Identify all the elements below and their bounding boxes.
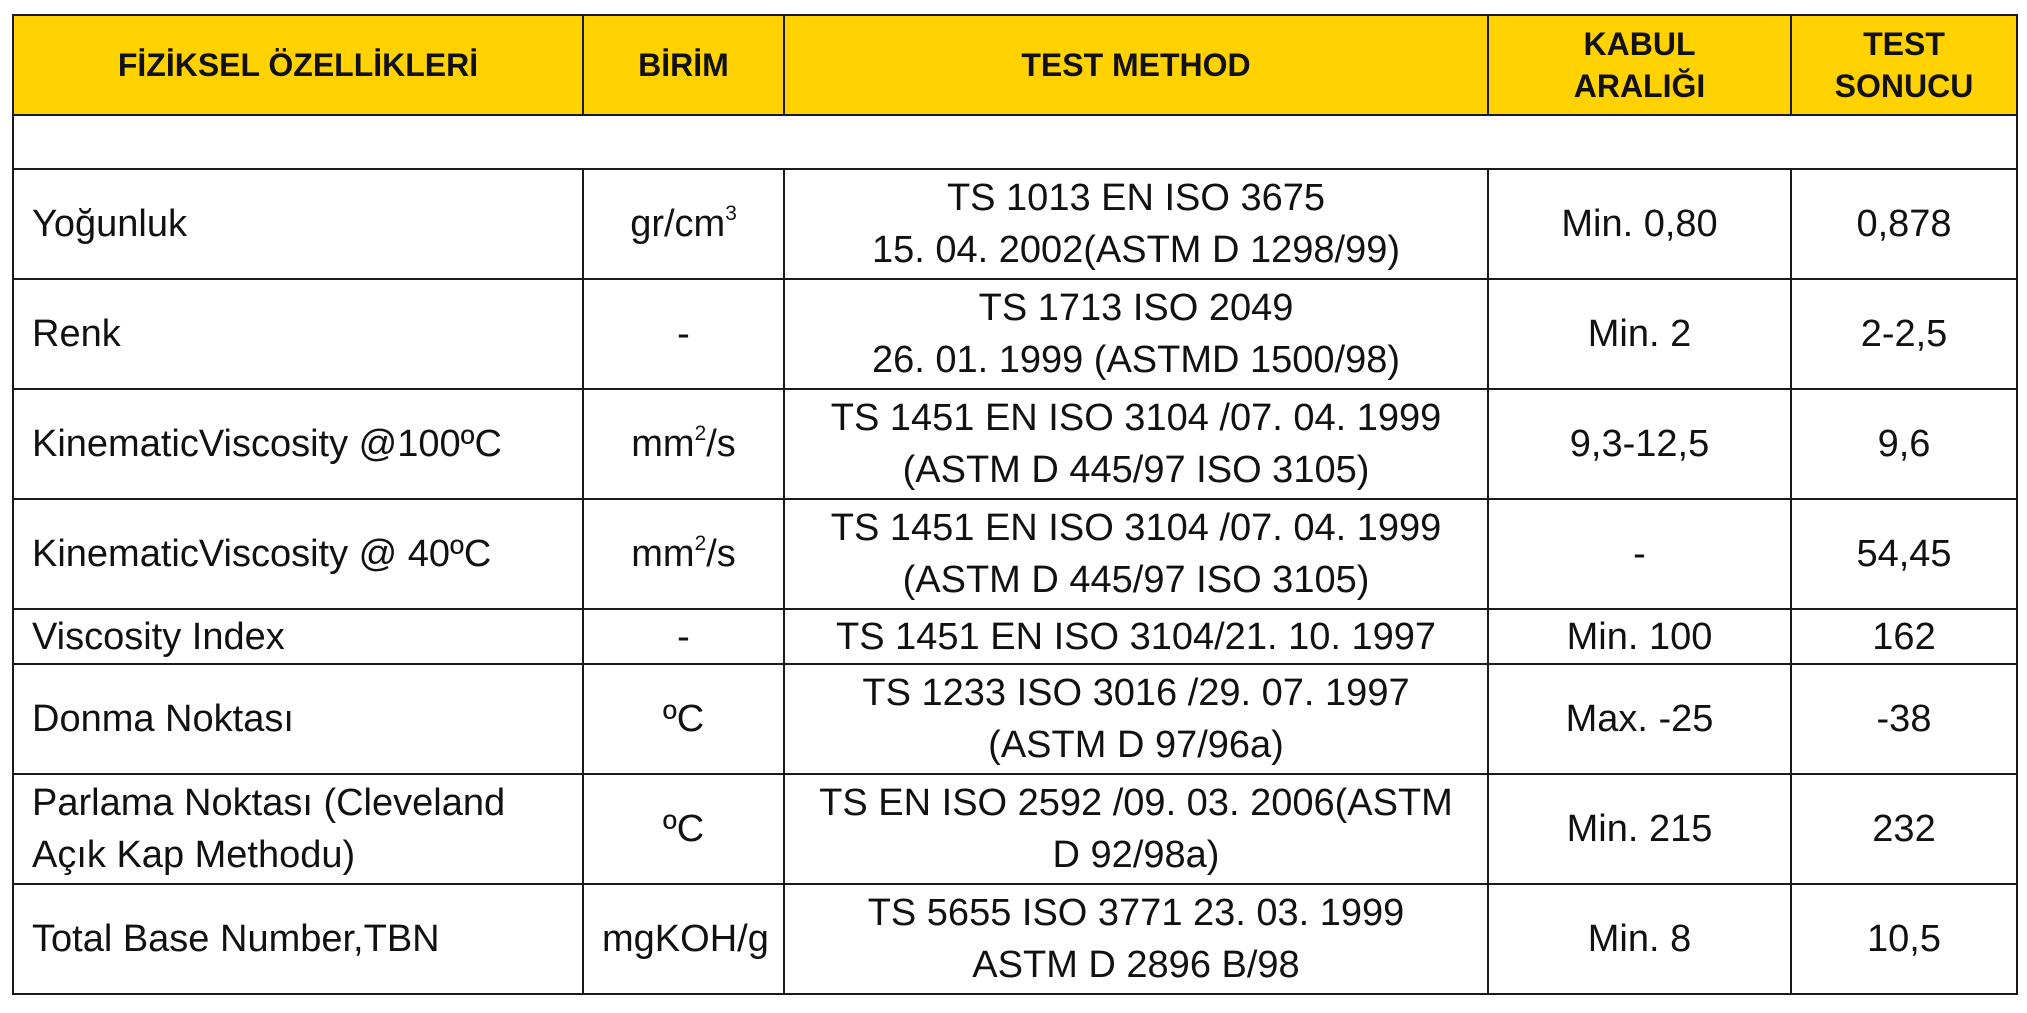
spacer-cell xyxy=(12,114,2018,170)
unit-cell: ºC xyxy=(582,773,785,885)
unit-base: gr/cm xyxy=(630,203,726,245)
method-line2: ASTM D 2896 B/98 xyxy=(972,944,1300,986)
result-cell: 232 xyxy=(1790,773,2018,885)
unit-cell: ºC xyxy=(582,663,785,775)
table-row: Parlama Noktası (Cleveland Açık Kap Meth… xyxy=(12,773,2018,885)
header-range: KABUL ARALIĞI xyxy=(1487,14,1792,116)
method-cell: TS 1233 ISO 3016 /29. 07. 1997 (ASTM D 9… xyxy=(783,663,1489,775)
method-cell: TS EN ISO 2592 /09. 03. 2006(ASTM D 92/9… xyxy=(783,773,1489,885)
method-cell: TS 1013 EN ISO 3675 15. 04. 2002(ASTM D … xyxy=(783,168,1489,280)
method-line2: 15. 04. 2002(ASTM D 1298/99) xyxy=(871,229,1401,271)
method-cell: TS 1451 EN ISO 3104 /07. 04. 1999 (ASTM … xyxy=(783,388,1489,500)
header-result-line1: TEST xyxy=(1863,26,1945,62)
table-row: Viscosity Index - TS 1451 EN ISO 3104/21… xyxy=(12,608,2018,665)
result-cell: 10,5 xyxy=(1790,883,2018,995)
method-line2: (ASTM D 97/96a) xyxy=(988,724,1284,766)
result-cell: 162 xyxy=(1790,608,2018,665)
unit-superscript: 2 xyxy=(694,532,707,556)
property-cell: KinematicViscosity @ 40ºC xyxy=(12,498,584,610)
unit-cell: mm2/s xyxy=(582,498,785,610)
method-cell: TS 1713 ISO 2049 26. 01. 1999 (ASTMD 150… xyxy=(783,278,1489,390)
unit-cell: mm2/s xyxy=(582,388,785,500)
method-line2: D 92/98a) xyxy=(1052,834,1220,876)
result-cell: 2-2,5 xyxy=(1790,278,2018,390)
header-row: FİZİKSEL ÖZELLİKLERİ BİRİM TEST METHOD K… xyxy=(12,14,2018,116)
method-line1: TS 1013 EN ISO 3675 xyxy=(946,177,1326,219)
range-cell: Min. 2 xyxy=(1487,278,1792,390)
range-cell: Min. 100 xyxy=(1487,608,1792,665)
unit-cell: gr/cm3 xyxy=(582,168,785,280)
header-range-line2: ARALIĞI xyxy=(1573,68,1706,104)
unit-base: mm xyxy=(631,533,695,575)
property-cell: Viscosity Index xyxy=(12,608,584,665)
specification-table: FİZİKSEL ÖZELLİKLERİ BİRİM TEST METHOD K… xyxy=(12,14,2018,995)
result-cell: 9,6 xyxy=(1790,388,2018,500)
unit-cell: - xyxy=(582,278,785,390)
header-property: FİZİKSEL ÖZELLİKLERİ xyxy=(12,14,584,116)
header-result-line2: SONUCU xyxy=(1834,68,1974,104)
range-cell: 9,3-12,5 xyxy=(1487,388,1792,500)
table-row: Donma Noktası ºC TS 1233 ISO 3016 /29. 0… xyxy=(12,663,2018,775)
method-line2: (ASTM D 445/97 ISO 3105) xyxy=(902,559,1370,601)
table-row: Total Base Number,TBN mgKOH/g TS 5655 IS… xyxy=(12,883,2018,995)
unit-superscript: 3 xyxy=(725,202,737,226)
method-cell: TS 1451 EN ISO 3104/21. 10. 1997 xyxy=(783,608,1489,665)
unit-cell: - xyxy=(582,608,785,665)
method-line2: (ASTM D 445/97 ISO 3105) xyxy=(902,449,1370,491)
header-result: TEST SONUCU xyxy=(1790,14,2018,116)
header-unit: BİRİM xyxy=(582,14,785,116)
property-cell: KinematicViscosity @100ºC xyxy=(12,388,584,500)
method-line1: TS 1713 ISO 2049 xyxy=(978,287,1294,329)
unit-superscript: 2 xyxy=(694,422,707,446)
property-cell: Yoğunluk xyxy=(12,168,584,280)
unit-tail: /s xyxy=(706,423,736,465)
header-method: TEST METHOD xyxy=(783,14,1489,116)
range-cell: Min. 0,80 xyxy=(1487,168,1792,280)
unit-tail: /s xyxy=(706,533,736,575)
table-row: Renk - TS 1713 ISO 2049 26. 01. 1999 (AS… xyxy=(12,278,2018,390)
method-line1: TS EN ISO 2592 /09. 03. 2006(ASTM xyxy=(819,782,1453,824)
range-cell: Max. -25 xyxy=(1487,663,1792,775)
property-cell: Renk xyxy=(12,278,584,390)
method-line2: 26. 01. 1999 (ASTMD 1500/98) xyxy=(871,339,1401,381)
range-cell: - xyxy=(1487,498,1792,610)
method-line1: TS 1451 EN ISO 3104 /07. 04. 1999 xyxy=(830,507,1442,549)
property-cell: Total Base Number,TBN xyxy=(12,883,584,995)
table-row: KinematicViscosity @100ºC mm2/s TS 1451 … xyxy=(12,388,2018,500)
method-line1: TS 1451 EN ISO 3104 /07. 04. 1999 xyxy=(830,397,1442,439)
result-cell: 0,878 xyxy=(1790,168,2018,280)
method-cell: TS 5655 ISO 3771 23. 03. 1999 ASTM D 289… xyxy=(783,883,1489,995)
property-line2: Açık Kap Methodu) xyxy=(32,834,356,876)
method-line1: TS 1233 ISO 3016 /29. 07. 1997 xyxy=(862,672,1410,714)
property-cell: Donma Noktası xyxy=(12,663,584,775)
unit-cell: mgKOH/g xyxy=(582,883,785,995)
spacer-row xyxy=(12,114,2018,170)
unit-base: mm xyxy=(631,423,695,465)
range-cell: Min. 8 xyxy=(1487,883,1792,995)
result-cell: 54,45 xyxy=(1790,498,2018,610)
property-cell: Parlama Noktası (Cleveland Açık Kap Meth… xyxy=(12,773,584,885)
property-line1: Parlama Noktası (Cleveland xyxy=(32,782,506,824)
range-cell: Min. 215 xyxy=(1487,773,1792,885)
table-row: Yoğunluk gr/cm3 TS 1013 EN ISO 3675 15. … xyxy=(12,168,2018,280)
method-cell: TS 1451 EN ISO 3104 /07. 04. 1999 (ASTM … xyxy=(783,498,1489,610)
header-range-line1: KABUL xyxy=(1583,26,1696,62)
table-row: KinematicViscosity @ 40ºC mm2/s TS 1451 … xyxy=(12,498,2018,610)
result-cell: -38 xyxy=(1790,663,2018,775)
method-line1: TS 5655 ISO 3771 23. 03. 1999 xyxy=(867,892,1405,934)
